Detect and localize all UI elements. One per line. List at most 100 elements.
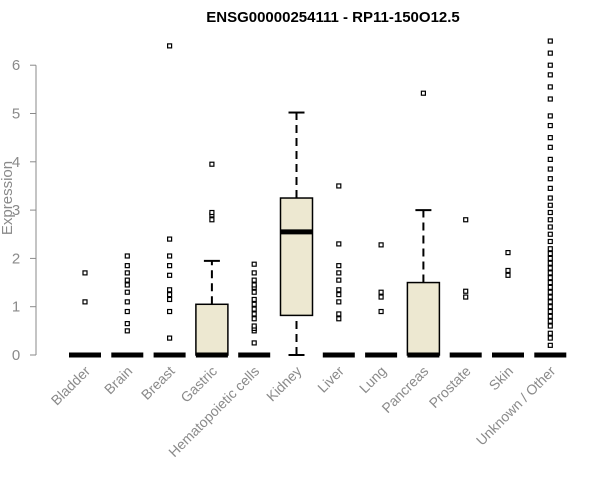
outlier-point xyxy=(124,289,130,295)
outlier-point xyxy=(251,301,257,307)
outlier-point xyxy=(547,122,553,129)
x-label-breast: Breast xyxy=(138,363,178,403)
outlier-point xyxy=(505,272,511,278)
outlier-point xyxy=(420,90,426,96)
outlier-point xyxy=(547,135,553,141)
box-body xyxy=(195,303,229,356)
outlier-point xyxy=(336,183,342,189)
outlier-point xyxy=(124,253,130,259)
outlier-point xyxy=(547,284,553,290)
outlier-point xyxy=(547,113,553,119)
outlier-point xyxy=(547,330,553,336)
outlier-point xyxy=(547,238,553,245)
outlier-point xyxy=(124,277,130,283)
outlier-point xyxy=(547,231,553,237)
outlier-point xyxy=(209,161,215,167)
outlier-point xyxy=(547,289,553,295)
outlier-point xyxy=(82,299,88,305)
outlier-point xyxy=(167,236,173,242)
y-tick-label-3: 3 xyxy=(12,202,20,219)
x-label-prostate: Prostate xyxy=(426,363,474,411)
x-label-skin: Skin xyxy=(486,363,517,394)
outlier-point xyxy=(124,308,130,315)
outlier-point xyxy=(547,62,553,68)
outlier-point xyxy=(463,294,469,300)
outlier-point xyxy=(547,323,553,329)
outlier-point xyxy=(547,195,553,201)
box-kidney xyxy=(279,111,314,356)
outlier-point xyxy=(378,308,384,315)
outlier-point xyxy=(167,287,173,293)
outlier-point xyxy=(547,299,553,305)
outlier-point xyxy=(547,209,553,216)
box-lung xyxy=(365,242,398,358)
y-tick-label-2: 2 xyxy=(12,250,20,267)
y-tick-label-1: 1 xyxy=(12,299,20,316)
outlier-point xyxy=(378,242,384,248)
outlier-point xyxy=(124,270,130,276)
outlier-point xyxy=(547,260,553,266)
outlier-point xyxy=(167,292,173,298)
outlier-point xyxy=(547,84,553,90)
outlier-point xyxy=(547,308,553,315)
outlier-point xyxy=(167,263,173,269)
outlier-point xyxy=(209,209,215,216)
box-brain xyxy=(111,253,144,358)
outlier-point xyxy=(463,288,469,294)
x-label-kidney: Kidney xyxy=(263,363,305,405)
outlier-point xyxy=(209,217,215,223)
outlier-point xyxy=(547,166,553,172)
box-body xyxy=(279,197,314,317)
outlier-point xyxy=(251,289,257,295)
outlier-point xyxy=(124,282,130,288)
outlier-point xyxy=(547,279,553,286)
outlier-point xyxy=(547,217,553,223)
outlier-point xyxy=(167,272,173,278)
box-unknown-other xyxy=(534,38,567,358)
outlier-point xyxy=(547,156,553,162)
outlier-point xyxy=(547,202,553,208)
outlier-point xyxy=(82,270,88,276)
outlier-point xyxy=(251,261,257,267)
outlier-point xyxy=(378,289,384,295)
outlier-point xyxy=(547,246,553,252)
outlier-point xyxy=(547,224,553,230)
box-pancreas xyxy=(406,90,441,358)
outlier-point xyxy=(547,255,553,261)
x-label-lung: Lung xyxy=(356,363,389,396)
outlier-point xyxy=(251,282,257,288)
outlier-point xyxy=(547,318,553,324)
outlier-point xyxy=(336,270,342,276)
y-axis: 0 1 2 3 4 5 6 xyxy=(12,57,37,364)
outlier-point xyxy=(124,328,130,334)
outlier-point xyxy=(547,38,553,44)
outlier-point xyxy=(124,321,130,327)
box-bladder xyxy=(69,270,101,358)
outlier-point xyxy=(547,176,553,182)
chart-title: ENSG00000254111 - RP11-150O12.5 xyxy=(206,9,460,26)
outlier-point xyxy=(167,308,173,315)
outlier-point xyxy=(505,267,511,274)
x-label-bladder: Bladder xyxy=(48,363,94,409)
outlier-point xyxy=(251,340,257,346)
boxes-layer xyxy=(69,38,567,358)
outlier-point xyxy=(547,313,553,319)
outlier-point xyxy=(251,323,257,329)
outlier-point xyxy=(124,299,130,305)
outlier-point xyxy=(547,96,553,102)
x-label-liver: Liver xyxy=(314,363,347,396)
outlier-point xyxy=(547,50,553,56)
outlier-point xyxy=(547,144,553,150)
box-skin xyxy=(492,250,524,358)
outlier-point xyxy=(547,335,553,341)
outlier-point xyxy=(167,43,173,49)
outlier-point xyxy=(336,263,342,269)
outlier-point xyxy=(547,304,553,310)
x-label-pancreas: Pancreas xyxy=(378,363,431,416)
y-tick-label-4: 4 xyxy=(12,154,20,171)
outlier-point xyxy=(167,296,173,303)
outlier-point xyxy=(336,241,342,247)
outlier-point xyxy=(251,277,257,283)
